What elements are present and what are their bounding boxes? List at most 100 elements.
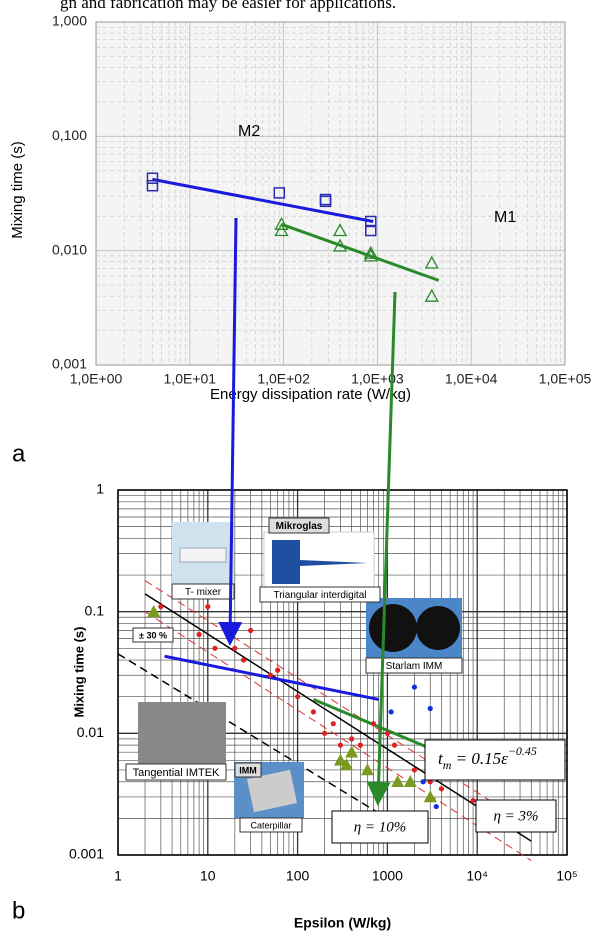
image-t-mixer-part bbox=[179, 547, 227, 563]
y-tick-label: 0,100 bbox=[52, 127, 87, 143]
marker bbox=[420, 779, 426, 785]
x-tick-label: 1,0E+03 bbox=[351, 371, 404, 387]
series-label: M2 bbox=[238, 123, 260, 140]
fit-line bbox=[164, 654, 379, 701]
annotation: Triangular interdigital bbox=[273, 590, 366, 601]
marker bbox=[411, 767, 418, 773]
marker bbox=[438, 786, 445, 792]
marker bbox=[363, 245, 378, 259]
x-axis-label: Energy dissipation rate (W/kg) bbox=[210, 386, 411, 403]
formula-part: −0.45 bbox=[508, 744, 537, 758]
fit-line bbox=[144, 580, 532, 828]
marker bbox=[360, 763, 374, 776]
label-box bbox=[234, 762, 262, 778]
x-axis-label: Epsilon (W/kg) bbox=[294, 915, 391, 931]
marker bbox=[403, 775, 417, 788]
label-box bbox=[125, 763, 227, 781]
marker bbox=[424, 288, 439, 302]
fit-line bbox=[144, 593, 532, 842]
marker bbox=[337, 742, 344, 748]
annotation: IMM bbox=[239, 765, 257, 775]
y-tick-label: 0.001 bbox=[69, 846, 104, 862]
marker bbox=[339, 758, 353, 771]
marker bbox=[273, 187, 286, 199]
marker bbox=[158, 604, 164, 610]
marker bbox=[248, 627, 254, 634]
marker bbox=[274, 216, 289, 230]
plot-border bbox=[117, 489, 568, 856]
x-tick-label: 1,0E+00 bbox=[70, 371, 123, 387]
formula-part: t bbox=[438, 749, 444, 768]
marker bbox=[423, 790, 437, 803]
marker bbox=[424, 255, 439, 269]
y-tick-label: 0.1 bbox=[85, 602, 105, 618]
marker bbox=[332, 238, 348, 252]
marker bbox=[322, 730, 328, 736]
marker bbox=[470, 797, 476, 804]
arrow bbox=[366, 291, 397, 806]
image-starlam-disk bbox=[369, 604, 417, 652]
marker bbox=[388, 709, 394, 715]
marker bbox=[240, 657, 247, 663]
label-box bbox=[239, 817, 303, 833]
plot-area bbox=[96, 22, 565, 365]
annotation: η = 10% bbox=[354, 819, 407, 835]
label-box bbox=[259, 586, 381, 603]
panel-label: a bbox=[12, 440, 26, 467]
x-tick-label: 10 bbox=[200, 868, 216, 884]
marker bbox=[345, 745, 359, 758]
marker bbox=[363, 248, 378, 262]
marker bbox=[391, 742, 398, 748]
marker bbox=[310, 709, 317, 715]
arrow bbox=[218, 217, 243, 646]
label-box bbox=[132, 627, 174, 643]
y-tick-label: 1 bbox=[96, 481, 104, 497]
y-axis-label: Mixing time (s) bbox=[71, 626, 86, 717]
image-triangular-part bbox=[272, 540, 368, 584]
marker bbox=[274, 223, 289, 237]
label-box bbox=[424, 739, 566, 781]
marker bbox=[267, 672, 274, 678]
marker bbox=[333, 753, 347, 766]
label-box bbox=[171, 583, 235, 600]
label-box bbox=[475, 799, 557, 833]
marker bbox=[365, 215, 377, 228]
x-tick-label: 1,0E+04 bbox=[445, 371, 498, 387]
panel-label: b bbox=[12, 897, 25, 924]
y-tick-label: 0,001 bbox=[52, 356, 87, 372]
x-tick-label: 1000 bbox=[372, 868, 403, 884]
annotation: η = 3% bbox=[493, 808, 538, 824]
image-caterpillar-part bbox=[246, 769, 298, 813]
marker bbox=[391, 775, 405, 788]
x-tick-label: 1,0E+01 bbox=[164, 371, 217, 387]
marker bbox=[411, 684, 418, 690]
marker bbox=[427, 705, 433, 712]
marker bbox=[232, 645, 238, 651]
marker bbox=[384, 730, 390, 736]
label-box bbox=[365, 657, 463, 674]
annotation: Caterpillar bbox=[250, 820, 291, 830]
fit-line bbox=[152, 177, 374, 223]
marker bbox=[146, 172, 159, 184]
marker bbox=[295, 694, 301, 700]
marker bbox=[349, 736, 355, 742]
annotation: Starlam IMM bbox=[386, 661, 443, 672]
fit-line bbox=[281, 222, 440, 282]
marker bbox=[205, 604, 211, 610]
x-tick-label: 1,0E+02 bbox=[257, 371, 310, 387]
caption-fragment: gn and fabrication may be easier for app… bbox=[60, 0, 396, 12]
annotation: ± 30 % bbox=[139, 630, 167, 640]
x-tick-label: 1,0E+05 bbox=[539, 371, 592, 387]
y-tick-label: 0,010 bbox=[52, 241, 87, 257]
fit-line bbox=[117, 653, 388, 820]
formula: tm = 0.15ε−0.45 bbox=[438, 744, 537, 772]
annotation: Mikroglas bbox=[276, 521, 323, 532]
label-box bbox=[268, 517, 330, 534]
plot-border bbox=[95, 21, 566, 366]
marker bbox=[330, 721, 336, 727]
fit-line bbox=[144, 611, 532, 861]
x-tick-label: 1 bbox=[114, 868, 122, 884]
marker bbox=[433, 803, 439, 810]
y-axis-label: Mixing time (s) bbox=[9, 141, 26, 239]
